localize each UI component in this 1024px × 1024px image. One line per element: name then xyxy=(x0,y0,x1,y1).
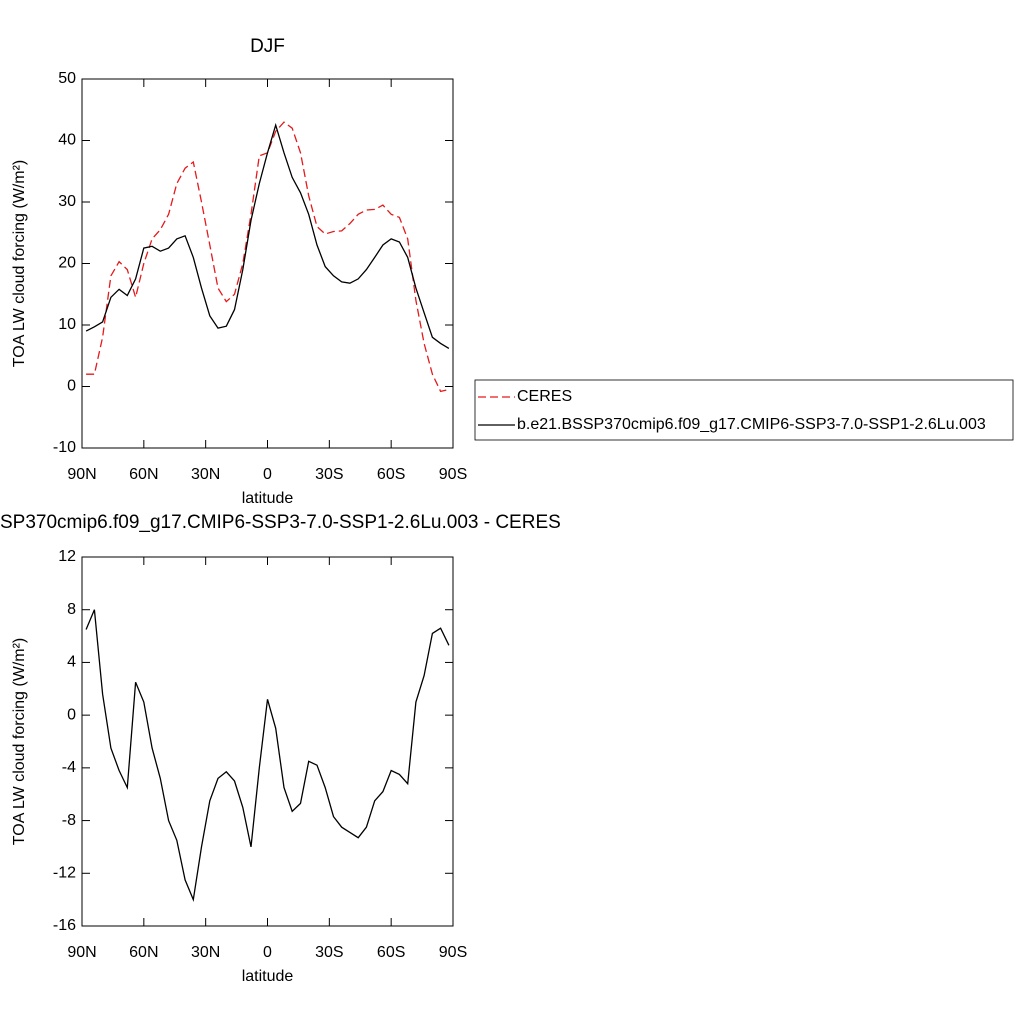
x-tick-label: 90N xyxy=(67,466,96,483)
y-tick-label: -16 xyxy=(53,917,76,934)
plot-frame xyxy=(81,78,454,449)
x-tick-label: 60S xyxy=(377,944,405,961)
series-line xyxy=(85,122,450,349)
y-tick-label: 0 xyxy=(67,706,76,723)
chart-title: SP370cmip6.f09_g17.CMIP6-SSP3-7.0-SSP1-2… xyxy=(0,512,561,533)
y-tick-label: 4 xyxy=(67,654,76,671)
x-tick-label: 0 xyxy=(263,466,272,483)
y-tick-label: -4 xyxy=(62,759,76,776)
y-axis-label: TOA LW cloud forcing (W/m²) xyxy=(11,160,28,367)
y-tick-label: 0 xyxy=(67,378,76,395)
x-tick-label: 0 xyxy=(263,944,272,961)
x-tick-label: 60S xyxy=(377,466,405,483)
plot-frame xyxy=(81,556,454,927)
x-axis-label: latitude xyxy=(242,968,294,985)
x-tick-label: 30S xyxy=(315,944,343,961)
x-tick-label: 90S xyxy=(439,944,467,961)
x-axis-label: latitude xyxy=(242,490,294,507)
y-tick-label: 20 xyxy=(58,255,76,272)
x-tick-label: 60N xyxy=(129,944,158,961)
chart-title: DJF xyxy=(250,36,285,57)
legend-label: CERES xyxy=(517,388,572,405)
x-tick-label: 90N xyxy=(67,944,96,961)
series-line xyxy=(86,121,450,393)
x-tick-label: 30N xyxy=(191,944,220,961)
legend-box xyxy=(474,379,1014,441)
y-tick-label: -10 xyxy=(53,439,76,456)
y-tick-label: 10 xyxy=(58,316,76,333)
y-tick-label: -12 xyxy=(53,865,76,882)
y-tick-label: 50 xyxy=(58,70,76,87)
legend-label: b.e21.BSSP370cmip6.f09_g17.CMIP6-SSP3-7.… xyxy=(517,416,986,433)
y-tick-label: 8 xyxy=(67,601,76,618)
y-axis-label: TOA LW cloud forcing (W/m²) xyxy=(11,638,28,845)
x-tick-label: 30S xyxy=(315,466,343,483)
y-tick-label: 30 xyxy=(58,193,76,210)
x-tick-label: 90S xyxy=(439,466,467,483)
y-tick-label: -8 xyxy=(62,812,76,829)
x-tick-label: 30N xyxy=(191,466,220,483)
y-tick-label: 40 xyxy=(58,132,76,149)
y-tick-label: 12 xyxy=(58,548,76,565)
x-tick-label: 60N xyxy=(129,466,158,483)
series-line xyxy=(85,609,450,902)
